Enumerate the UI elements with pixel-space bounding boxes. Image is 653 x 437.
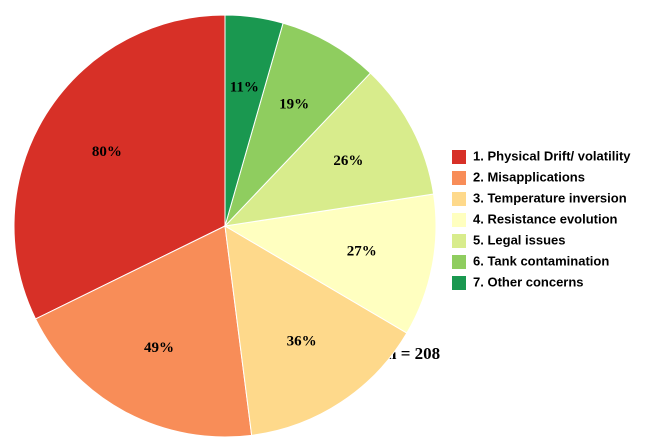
legend-label: 4. Resistance evolution [473,211,618,226]
legend-label: 2. Misapplications [473,169,585,184]
legend-label: 6. Tank contamination [473,253,609,268]
data-label: 19% [279,97,309,113]
data-label: 11% [230,80,259,96]
legend-label: 3. Temperature inversion [473,190,627,205]
data-label: 27% [347,244,377,260]
legend-swatch [452,150,466,164]
data-label: 26% [333,153,363,169]
data-label: 80% [92,144,122,160]
pie-slice [223,72,435,227]
pie-slice [223,193,437,334]
legend-label: 7. Other concerns [473,274,584,289]
legend-swatch [452,213,466,227]
data-label: 49% [144,340,174,356]
pie-slice [13,14,226,320]
legend-swatch [452,234,466,248]
pie-slice [224,225,408,436]
legend-swatch [452,192,466,206]
pie-slice [224,14,284,227]
legend-swatch [452,171,466,185]
annotation: n = 208 [387,344,440,363]
pie-slice [224,22,372,227]
legend-swatch [452,255,466,269]
legend-label: 1. Physical Drift/ volatility [473,148,631,163]
data-label: 36% [287,334,317,350]
legend-label: 5. Legal issues [473,232,566,247]
legend-swatch [452,276,466,290]
